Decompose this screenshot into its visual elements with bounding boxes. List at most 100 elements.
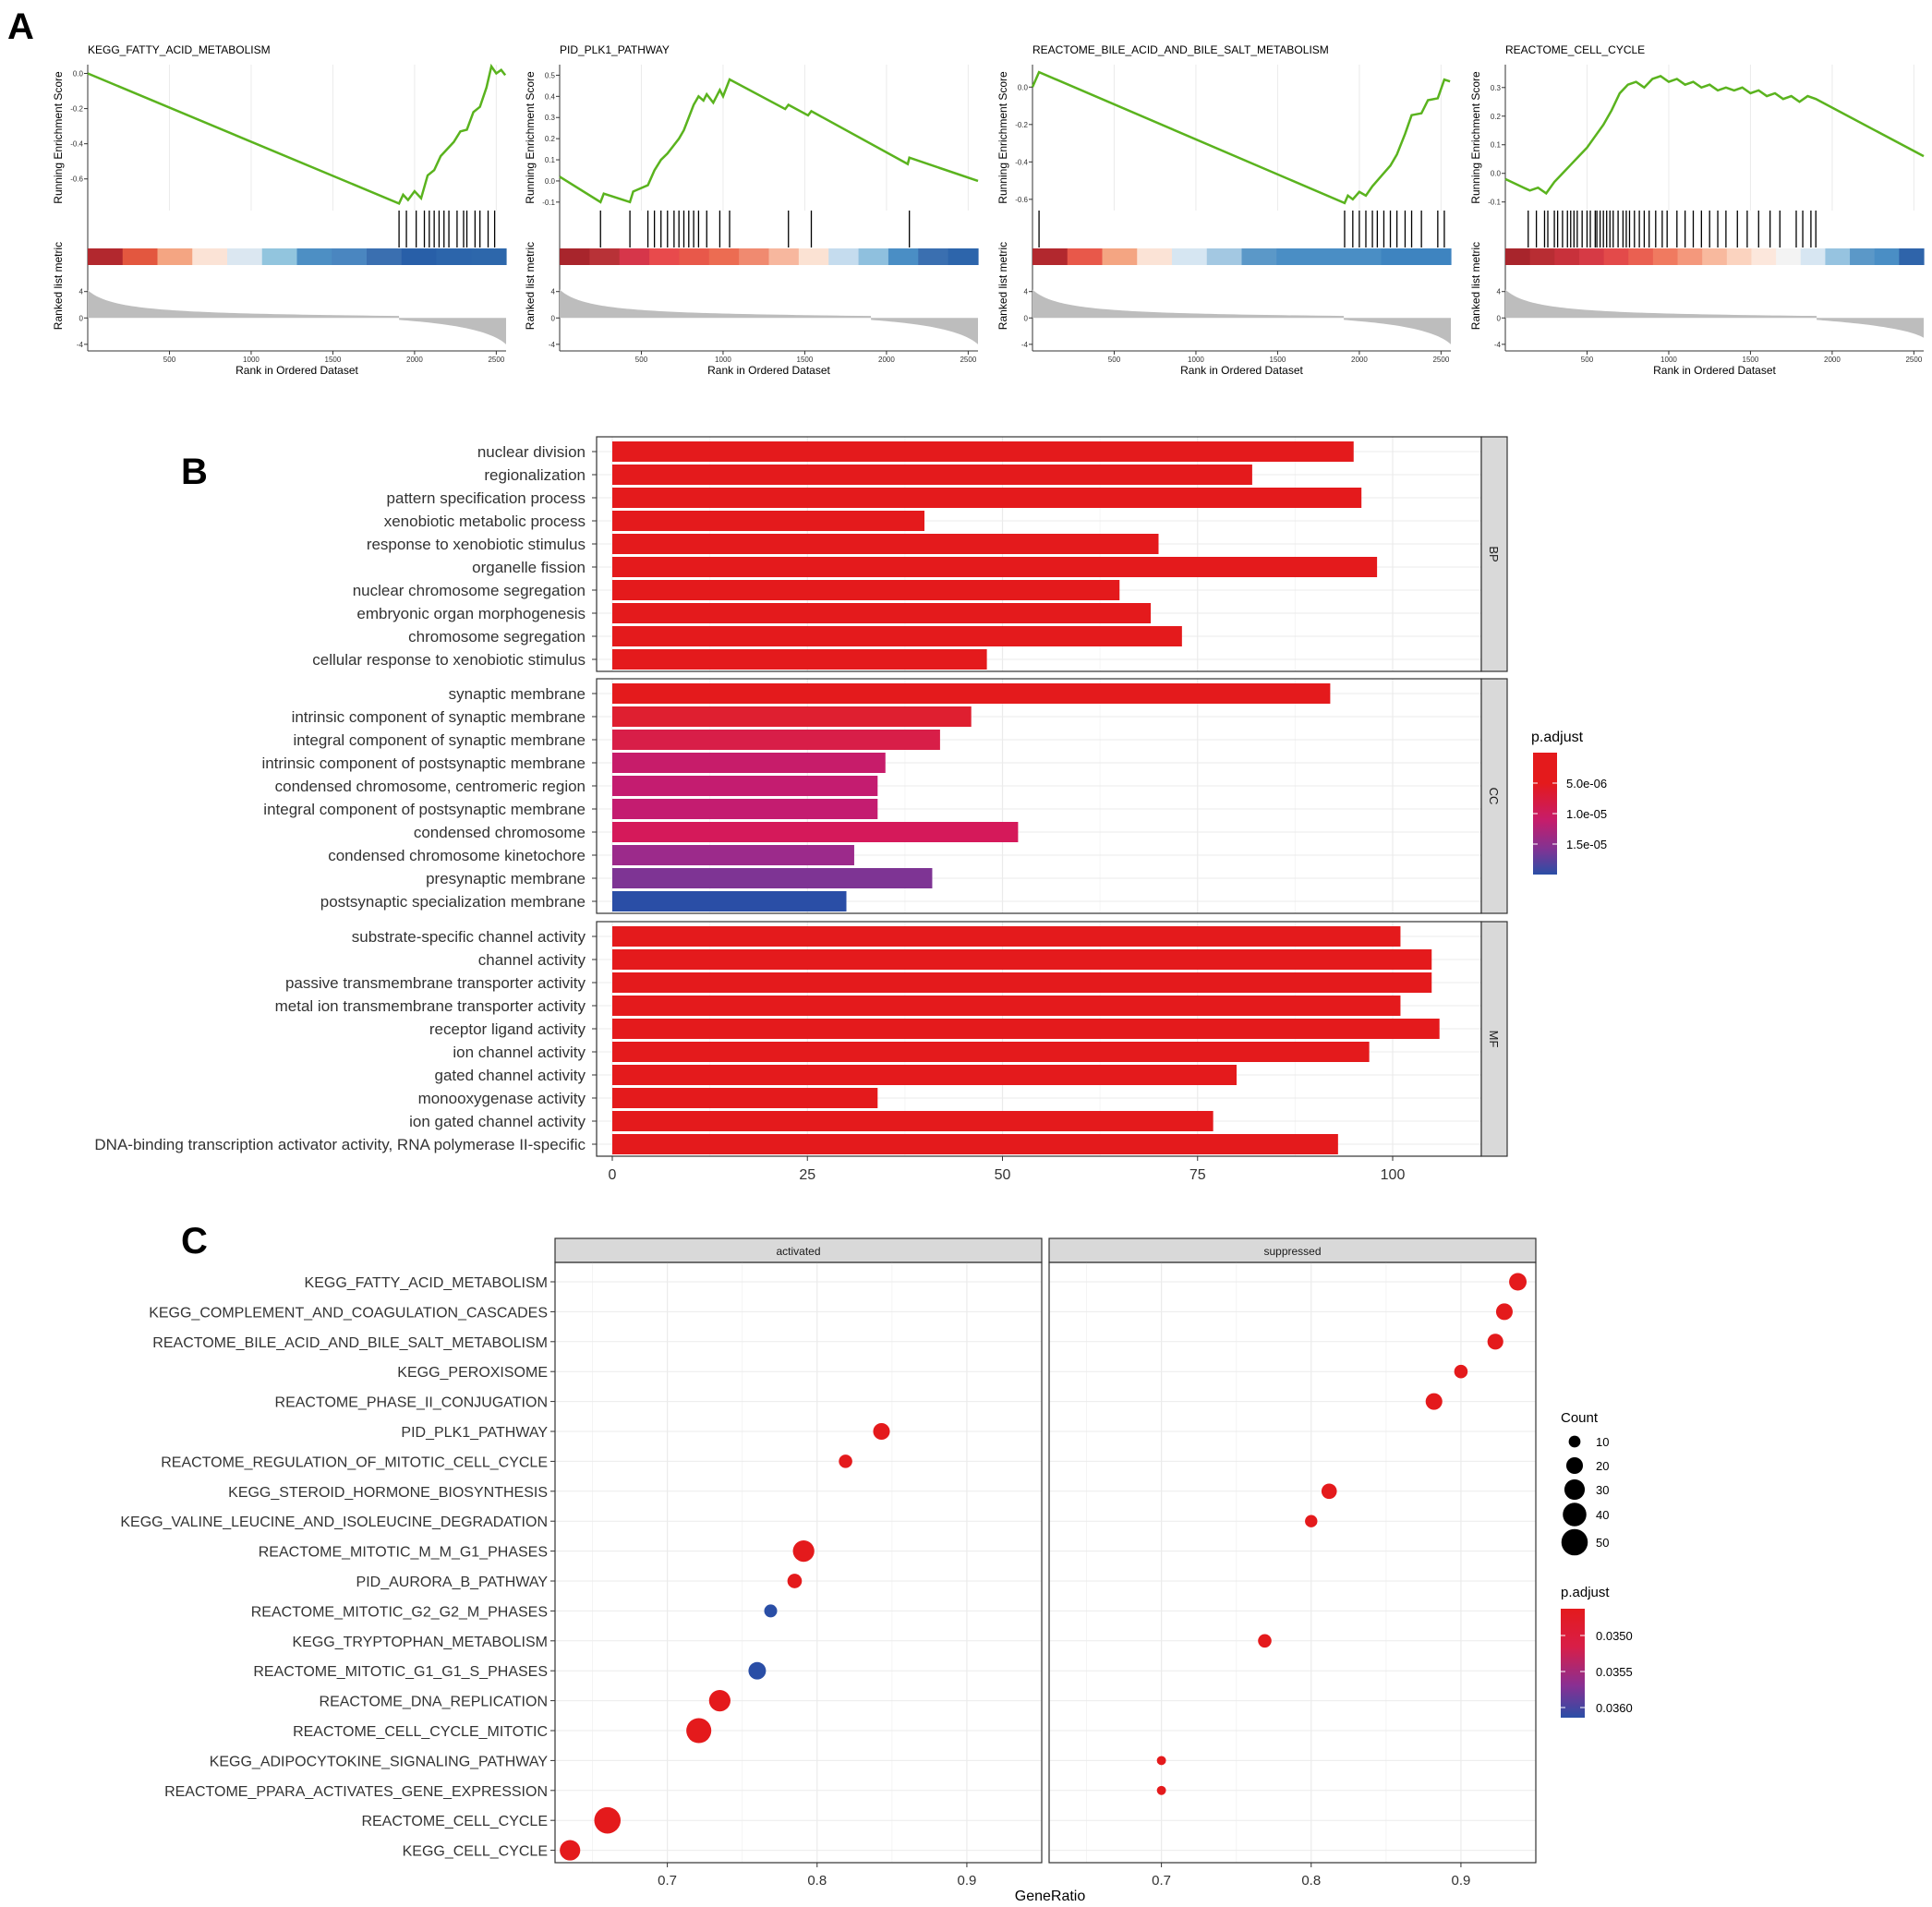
category-label: REACTOME_PPARA_ACTIVATES_GENE_EXPRESSION: [164, 1784, 548, 1800]
heat-segment: [261, 248, 298, 265]
rank-y-tick-label: -4: [77, 341, 84, 349]
category-label: chromosome segregation: [408, 628, 586, 646]
category-label: KEGG_COMPLEMENT_AND_COAGULATION_CASCADES: [149, 1305, 548, 1321]
facet-panel-border: [1048, 1261, 1537, 1864]
data-point: [708, 1689, 731, 1712]
bar: [612, 926, 1401, 947]
category-label: REACTOME_REGULATION_OF_MITOTIC_CELL_CYCL…: [161, 1454, 548, 1470]
category-label: cellular response to xenobiotic stimulus: [312, 651, 586, 669]
panel-c-colorbar: [1561, 1609, 1585, 1718]
heat-segment: [401, 248, 438, 265]
category-label: condensed chromosome, centromeric region: [275, 778, 586, 795]
bar: [612, 822, 1019, 842]
es-curve: [1504, 75, 1925, 196]
panel-a-gsea-plots: KEGG_FATTY_ACID_METABOLISM 0.0 -0.2 -0.4 -0.…: [52, 43, 1925, 377]
data-point: [873, 1422, 890, 1441]
panel-c-legend-label: 0.0360: [1596, 1701, 1633, 1715]
category-label: KEGG_STEROID_HORMONE_BIOSYNTHESIS: [228, 1485, 548, 1501]
heat-segment: [619, 248, 650, 265]
bar: [612, 1111, 1214, 1131]
facet-strip-label: BP: [1487, 546, 1501, 561]
heat-segment: [679, 248, 710, 265]
bar: [612, 465, 1252, 485]
x-tick-label: 1500: [325, 356, 342, 364]
facet-MF: substrate-specific channel activity chann…: [94, 921, 1508, 1157]
size-legend-dot: [1564, 1479, 1586, 1501]
bar: [612, 996, 1401, 1016]
category-label: integral component of postsynaptic membr…: [263, 801, 586, 818]
heat-segment: [1206, 248, 1243, 265]
heat-segment: [1381, 248, 1417, 265]
category-label: intrinsic component of postsynaptic memb…: [261, 754, 586, 772]
es-curve: [1031, 70, 1451, 205]
rank-y-tick-label: -4: [1021, 341, 1029, 349]
rank-y-tick-label: 0: [79, 314, 84, 322]
x-tick-label: 1000: [1188, 356, 1204, 364]
heat-segment: [918, 248, 949, 265]
es-y-tick-label: -0.2: [70, 105, 83, 114]
x-tick-label: 2500: [1905, 356, 1922, 364]
data-point: [1454, 1364, 1468, 1379]
es-y-tick-label: 0.0: [545, 177, 556, 186]
es-y-tick-label: 0.4: [545, 92, 556, 101]
category-label: KEGG_ADIPOCYTOKINE_SIGNALING_PATHWAY: [210, 1754, 549, 1769]
category-label: PID_PLK1_PATHWAY: [401, 1425, 548, 1441]
heat-segment: [1137, 248, 1173, 265]
category-label: pattern specification process: [387, 489, 586, 507]
category-label: synaptic membrane: [449, 685, 586, 703]
size-legend-label: 10: [1596, 1435, 1609, 1449]
heat-segment: [1578, 248, 1605, 265]
facet-activated: activated 0.7 0.8 0.9: [554, 1237, 1043, 1889]
ranked-metric-negative: [399, 318, 506, 344]
size-legend-dot: [1568, 1435, 1581, 1448]
es-y-tick-label: 0.0: [1491, 170, 1502, 178]
heat-segment: [1825, 248, 1851, 265]
ranked-metric-positive: [1032, 289, 1345, 319]
facet-strip: [1480, 436, 1508, 672]
data-point: [839, 1454, 852, 1468]
category-label: KEGG_FATTY_ACID_METABOLISM: [305, 1275, 548, 1291]
bar: [612, 799, 878, 819]
facet-strip-label: CC: [1487, 788, 1501, 805]
heat-segment: [1628, 248, 1654, 265]
heat-segment: [1102, 248, 1138, 265]
category-label: xenobiotic metabolic process: [384, 513, 586, 530]
es-y-tick-label: -0.4: [1015, 158, 1028, 166]
x-tick-label: 1500: [1270, 356, 1286, 364]
rank-y-tick-label: 0: [551, 314, 556, 322]
gsea-xlabel: Rank in Ordered Dataset: [707, 364, 830, 377]
es-ylabel: Running Enrichment Score: [524, 71, 537, 204]
gsea-xlabel: Rank in Ordered Dataset: [1653, 364, 1776, 377]
bar: [612, 511, 924, 531]
bar: [612, 1042, 1370, 1062]
ranked-metric-negative: [871, 318, 978, 344]
category-label: REACTOME_PHASE_II_CONJUGATION: [275, 1395, 548, 1411]
bar: [612, 1019, 1440, 1039]
x-tick-label: 2000: [1351, 356, 1368, 364]
category-label: REACTOME_DNA_REPLICATION: [320, 1695, 548, 1710]
category-label: KEGG_VALINE_LEUCINE_AND_ISOLEUCINE_DEGRA…: [120, 1515, 548, 1530]
facet-BP: nuclear division regionalization pattern s…: [312, 436, 1508, 672]
ranked-metric-negative: [1817, 318, 1924, 338]
heat-segment: [471, 248, 507, 265]
heat-segment: [1241, 248, 1277, 265]
heat-segment: [798, 248, 829, 265]
facet-strip: [1480, 678, 1508, 914]
heat-segment: [1751, 248, 1777, 265]
bar: [612, 1088, 878, 1108]
panel-b-go-bar-chart: nuclear division regionalization pattern s…: [94, 436, 1508, 1183]
bar: [612, 441, 1354, 462]
rank-ylabel: Ranked list metric: [996, 242, 1009, 330]
bar: [612, 949, 1432, 970]
facet-suppressed: suppressed 0.7 0.8 0.9: [1048, 1237, 1537, 1889]
panel-c-color-legend-title: p.adjust: [1561, 1585, 1610, 1600]
category-label: ion channel activity: [453, 1044, 586, 1061]
category-label: DNA-binding transcription activator acti…: [94, 1136, 586, 1153]
category-label: REACTOME_MITOTIC_M_M_G1_PHASES: [259, 1545, 548, 1561]
heat-segment: [828, 248, 860, 265]
rank-y-tick-label: 4: [1497, 288, 1502, 296]
panel-letter-c: C: [181, 1221, 208, 1261]
heat-segment: [122, 248, 159, 265]
heat-segment: [1172, 248, 1208, 265]
